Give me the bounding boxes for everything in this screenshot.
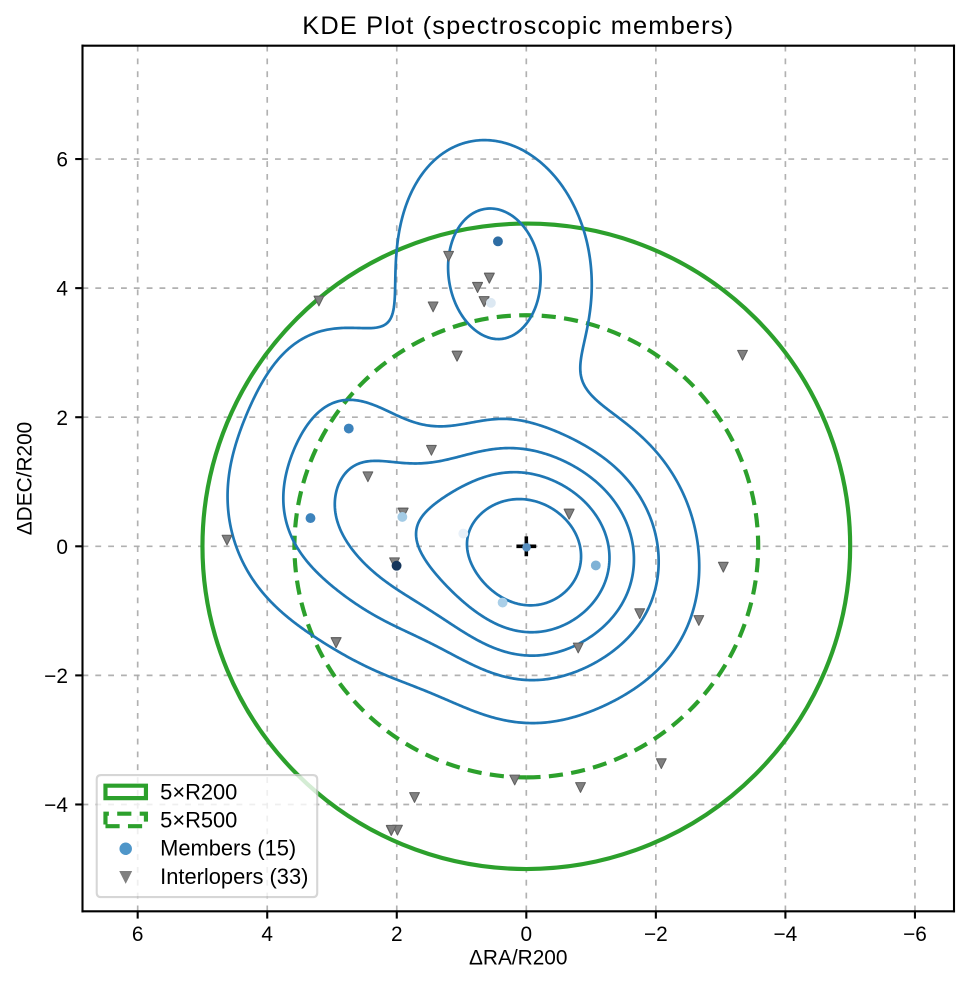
- svg-text:0: 0: [56, 536, 68, 559]
- svg-text:Members (15): Members (15): [160, 836, 296, 861]
- svg-text:6: 6: [132, 923, 144, 946]
- svg-text:2: 2: [56, 407, 68, 430]
- svg-text:−2: −2: [44, 665, 68, 688]
- svg-text:ΔDEC/R200: ΔDEC/R200: [14, 422, 37, 535]
- svg-text:0: 0: [521, 923, 533, 946]
- svg-text:Interlopers (33): Interlopers (33): [160, 864, 308, 889]
- svg-text:6: 6: [56, 149, 68, 172]
- svg-text:4: 4: [261, 923, 273, 946]
- svg-text:−4: −4: [44, 794, 68, 817]
- svg-text:4: 4: [56, 278, 68, 301]
- svg-text:−4: −4: [774, 923, 798, 946]
- svg-text:5×R500: 5×R500: [160, 808, 237, 833]
- svg-text:KDE Plot (spectroscopic member: KDE Plot (spectroscopic members): [302, 12, 734, 40]
- svg-text:2: 2: [391, 923, 403, 946]
- svg-text:5×R200: 5×R200: [160, 780, 237, 805]
- svg-text:ΔRA/R200: ΔRA/R200: [469, 947, 567, 970]
- svg-text:−6: −6: [903, 923, 927, 946]
- svg-text:−2: −2: [644, 923, 668, 946]
